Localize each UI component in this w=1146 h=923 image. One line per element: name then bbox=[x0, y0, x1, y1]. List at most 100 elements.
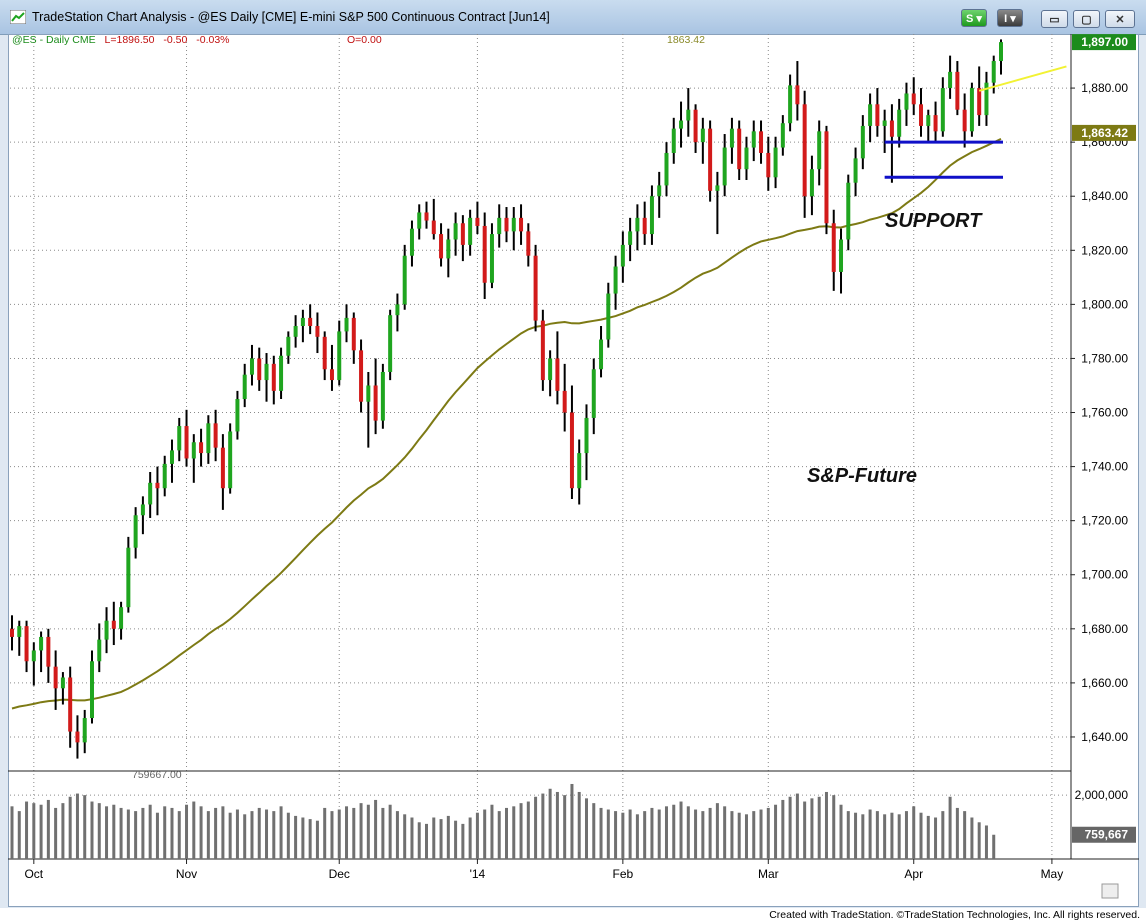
candle-body bbox=[206, 423, 211, 454]
volume-bar bbox=[403, 814, 407, 859]
volume-bar bbox=[497, 811, 501, 859]
volume-bar bbox=[301, 817, 305, 859]
scroll-right-button[interactable] bbox=[1101, 883, 1119, 899]
price-tick-label: 1,800.00 bbox=[1081, 297, 1128, 311]
candle-body bbox=[722, 147, 727, 186]
volume-bar bbox=[817, 796, 821, 859]
volume-bar bbox=[17, 811, 21, 859]
candle-body bbox=[148, 482, 153, 505]
time-tick-label: Apr bbox=[904, 867, 923, 881]
volume-bar bbox=[461, 823, 465, 859]
candle-body bbox=[511, 217, 516, 232]
minimize-button[interactable]: ▭ bbox=[1041, 10, 1068, 28]
volume-bar bbox=[126, 809, 130, 859]
tradestation-app-icon bbox=[10, 10, 26, 24]
candle-body bbox=[642, 217, 647, 235]
volume-tag-label: 759,667 bbox=[1085, 828, 1129, 842]
maximize-button[interactable]: ▢ bbox=[1073, 10, 1100, 28]
candle-body bbox=[300, 317, 305, 326]
candle-body bbox=[795, 85, 800, 105]
title-bar: TradeStation Chart Analysis - @ES Daily … bbox=[0, 0, 1146, 35]
volume-bar bbox=[61, 803, 65, 859]
volume-bar bbox=[97, 803, 101, 859]
strategy-button[interactable]: S ▾ bbox=[961, 9, 987, 27]
price-tick-label: 1,760.00 bbox=[1081, 406, 1128, 420]
trend-line[interactable] bbox=[978, 65, 1067, 92]
candle-body bbox=[169, 450, 174, 464]
volume-bar bbox=[163, 806, 167, 859]
volume-bar bbox=[221, 806, 225, 859]
time-tick-label: Feb bbox=[613, 867, 634, 881]
volume-bar bbox=[548, 788, 552, 859]
volume-bar bbox=[774, 804, 778, 859]
candle-body bbox=[555, 358, 560, 391]
indicator-button[interactable]: I ▾ bbox=[997, 9, 1023, 27]
price-tick-label: 1,780.00 bbox=[1081, 351, 1128, 365]
candle-body bbox=[68, 677, 73, 732]
volume-bar bbox=[592, 803, 596, 859]
candle-body bbox=[111, 620, 116, 629]
price-chart[interactable]: 1,640.00 1,660.00 1,680.00 1,700.00 1,720.00… bbox=[8, 34, 1139, 907]
candle-body bbox=[97, 639, 102, 662]
volume-bar bbox=[650, 807, 654, 859]
volume-bar bbox=[214, 807, 218, 859]
candle-body bbox=[380, 371, 385, 421]
volume-bar bbox=[679, 801, 683, 859]
candle-body bbox=[344, 317, 349, 332]
candle-body bbox=[984, 82, 989, 116]
candle-body bbox=[926, 115, 931, 126]
horizontal-scrollbar[interactable] bbox=[1101, 883, 1119, 899]
candle-body bbox=[359, 350, 364, 402]
candle-body bbox=[577, 453, 582, 489]
candle-body bbox=[700, 128, 705, 143]
candle-body bbox=[337, 331, 342, 381]
maximize-icon: ▢ bbox=[1081, 14, 1092, 26]
price-tick-label: 1,700.00 bbox=[1081, 568, 1128, 582]
volume-bar bbox=[970, 817, 974, 859]
volume-tick-label: 2,000,000 bbox=[1075, 788, 1129, 802]
candle-body bbox=[824, 131, 829, 224]
candle-body bbox=[439, 234, 444, 259]
volume-bar bbox=[294, 815, 298, 859]
status-ma-value: 1863.42 bbox=[667, 34, 705, 46]
volume-bar bbox=[977, 822, 981, 859]
candle-body bbox=[809, 169, 814, 197]
volume-bar bbox=[635, 814, 639, 859]
candle-body bbox=[562, 390, 567, 413]
candle-body bbox=[860, 125, 865, 159]
volume-bar bbox=[32, 803, 36, 859]
close-button[interactable]: ✕ bbox=[1105, 10, 1135, 28]
strategy-button-label: S bbox=[966, 13, 974, 25]
volume-bar bbox=[912, 806, 916, 859]
candle-body bbox=[53, 666, 58, 689]
copyright-credit: Created with TradeStation. ©TradeStation… bbox=[769, 909, 1140, 921]
volume-bar bbox=[723, 806, 727, 859]
candle-body bbox=[846, 182, 851, 240]
status-open: O=0.00 bbox=[347, 34, 382, 46]
volume-bar bbox=[432, 817, 436, 859]
candle-body bbox=[744, 147, 749, 170]
time-tick-label: Nov bbox=[176, 867, 197, 881]
candle-body bbox=[213, 423, 218, 448]
volume-bar bbox=[861, 814, 865, 859]
volume-bar bbox=[46, 799, 50, 859]
candle-body bbox=[10, 628, 14, 637]
volume-bar bbox=[926, 815, 930, 859]
volume-bar bbox=[25, 801, 29, 859]
volume-bar bbox=[243, 814, 247, 859]
volume-bar bbox=[737, 812, 741, 859]
volume-tag bbox=[1072, 826, 1136, 843]
ma-price-label: 1,863.42 bbox=[1081, 126, 1128, 140]
candle-body bbox=[737, 128, 742, 170]
status-symbol: @ES - Daily CME bbox=[12, 34, 96, 46]
volume-bar bbox=[155, 812, 159, 859]
candle-body bbox=[635, 217, 640, 232]
volume-bar bbox=[388, 804, 392, 859]
volume-bar bbox=[279, 806, 283, 859]
candle-body bbox=[948, 71, 953, 89]
volume-bar bbox=[330, 811, 334, 859]
candle-body bbox=[649, 196, 654, 235]
volume-bar bbox=[119, 807, 123, 859]
volume-bar bbox=[890, 812, 894, 859]
